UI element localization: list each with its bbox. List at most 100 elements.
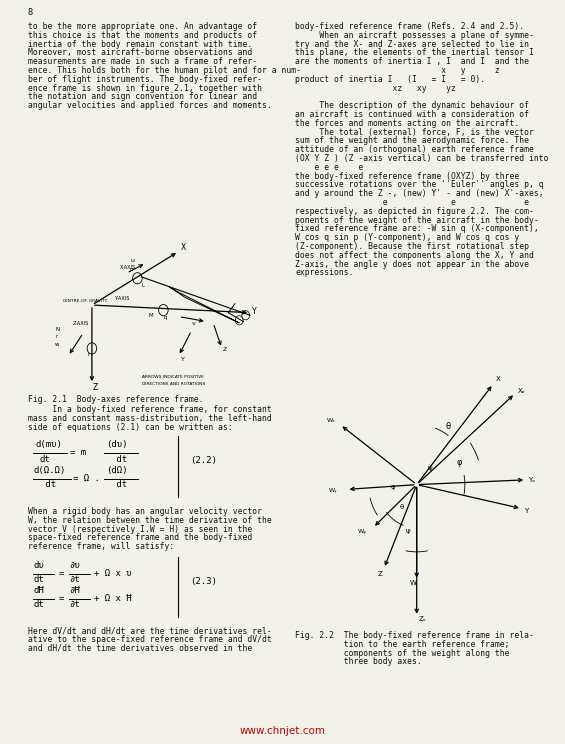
Text: does not affect the components along the X, Y and: does not affect the components along the… [295,251,534,260]
Text: In a body-fixed reference frame, for constant: In a body-fixed reference frame, for con… [28,405,272,414]
Text: d(Ω.Ω): d(Ω.Ω) [33,466,66,475]
Text: (dΩ): (dΩ) [107,466,128,475]
Text: side of equations (2.1) can be written as:: side of equations (2.1) can be written a… [28,423,233,432]
Text: Z: Z [223,347,227,352]
Text: xz   xy    yz: xz xy yz [295,83,456,92]
Text: try and the X- and Z-axes are selected to lie in: try and the X- and Z-axes are selected t… [295,39,529,48]
Text: + Ω x Ħ: + Ω x Ħ [94,594,132,603]
Text: the body-fixed reference frame (OXYZ) by three: the body-fixed reference frame (OXYZ) by… [295,172,519,181]
Text: ψ: ψ [406,527,410,533]
Text: X: X [181,243,186,252]
Text: w: w [55,341,59,347]
Text: Y: Y [181,357,185,362]
Text: components of the weight along the: components of the weight along the [295,649,510,658]
Text: dt: dt [40,480,56,489]
Text: W cos q sin p (Y-component), and W cos q cos y: W cos q sin p (Y-component), and W cos q… [295,233,519,243]
Text: ARROWS INDICATE POSITIVE: ARROWS INDICATE POSITIVE [142,375,203,379]
Text: Wᵧ: Wᵧ [329,488,338,493]
Text: dt: dt [111,455,127,464]
Text: angular velocities and applied forces and moments.: angular velocities and applied forces an… [28,101,272,110]
Text: q: q [163,315,167,320]
Text: are the moments of inertia I , I  and I  and the: are the moments of inertia I , I and I a… [295,57,529,66]
Text: d(mυ): d(mυ) [36,440,62,449]
Text: mass and constant mass-distribution, the left-hand: mass and constant mass-distribution, the… [28,414,272,423]
Text: When a rigid body has an angular velocity vector: When a rigid body has an angular velocit… [28,507,262,516]
Text: e e e    e: e e e e [295,163,363,172]
Text: The description of the dynamic behaviour of: The description of the dynamic behaviour… [295,101,529,110]
Text: and y around the Z -, (new) Y' - and (new) X'-axes,: and y around the Z -, (new) Y' - and (ne… [295,189,544,198]
Text: this choice is that the moments and products of: this choice is that the moments and prod… [28,31,257,39]
Text: (2.2): (2.2) [190,456,217,465]
Text: Zₑ: Zₑ [419,617,427,623]
Text: inertia of the body remain constant with time.: inertia of the body remain constant with… [28,39,252,48]
Text: When an aircraft possesses a plane of symme-: When an aircraft possesses a plane of sy… [295,31,534,39]
Text: (dυ): (dυ) [107,440,128,449]
Text: and dH/dt the time derivatives observed in the: and dH/dt the time derivatives observed … [28,644,252,652]
Text: attitude of an (orthogonal) earth reference frame: attitude of an (orthogonal) earth refere… [295,145,534,154]
Text: Xₑ: Xₑ [518,388,525,394]
Text: = m: = m [70,448,86,457]
Text: an aircraft is continued with a consideration of: an aircraft is continued with a consider… [295,110,529,119]
Text: this plane, the elements of the inertial tensor I: this plane, the elements of the inertial… [295,48,534,57]
Text: X-AXIS: X-AXIS [120,266,136,270]
Text: ∂t: ∂t [69,575,80,584]
Text: ψ: ψ [428,465,432,471]
Text: ponents of the weight of the aircraft in the body-: ponents of the weight of the aircraft in… [295,216,539,225]
Text: φ: φ [390,484,395,490]
Text: successive rotations over the ''Euler'' angles p, q: successive rotations over the ''Euler'' … [295,180,544,190]
Text: respectively, as depicted in figure 2.2. The com-: respectively, as depicted in figure 2.2.… [295,207,534,216]
Text: W: W [410,580,417,586]
Text: the notation and sign convention for linear and: the notation and sign convention for lin… [28,92,257,101]
Text: =: = [59,594,64,603]
Text: ∂υ: ∂υ [69,561,80,570]
Text: N: N [55,327,59,332]
Text: (OX Y Z ) (Z -axis vertical) can be transferred into: (OX Y Z ) (Z -axis vertical) can be tran… [295,154,549,163]
Text: body-fixed reference frame (Refs. 2.4 and 2.5).: body-fixed reference frame (Refs. 2.4 an… [295,22,524,31]
Text: =: = [59,568,64,577]
Text: reference frame, will satisfy:: reference frame, will satisfy: [28,542,174,551]
Text: Yₑ: Yₑ [528,477,536,483]
Text: W, the relation between the time derivative of the: W, the relation between the time derivat… [28,516,272,525]
Text: + Ω x υ: + Ω x υ [94,568,132,577]
Text: to be the more appropriate one. An advantage of: to be the more appropriate one. An advan… [28,22,257,31]
Text: Here dV/dt and dH/dt are the time derivatives rel-: Here dV/dt and dH/dt are the time deriva… [28,626,272,635]
Text: ence frame is shown in figure 2.1, together with: ence frame is shown in figure 2.1, toget… [28,83,262,92]
Text: u: u [131,257,135,263]
Text: Y: Y [252,307,257,316]
Text: v: v [192,321,195,327]
Text: ative to the space-fixed reference frame and dV/dt: ative to the space-fixed reference frame… [28,635,272,644]
Text: Z: Z [93,383,98,393]
Text: dt: dt [111,480,127,489]
Text: product of inertia I   (I   = I   = 0).: product of inertia I (I = I = 0). [295,75,485,84]
Text: ber of flight instruments. The body-fixed refer-: ber of flight instruments. The body-fixe… [28,75,262,84]
Text: Fig. 2.1  Body-axes reference frame.: Fig. 2.1 Body-axes reference frame. [28,395,203,404]
Text: Y: Y [524,508,528,514]
Text: measurements are made in such a frame of refer-: measurements are made in such a frame of… [28,57,257,66]
Text: sum of the weight and the aerodynamic force. The: sum of the weight and the aerodynamic fo… [295,136,529,145]
Text: dυ: dυ [33,561,44,570]
Text: dt: dt [33,575,44,584]
Text: = Ω .: = Ω . [73,474,100,483]
Text: (Z-component). Because the first rotational step: (Z-component). Because the first rotatio… [295,242,529,251]
Text: DIRECTIONS AND ROTATIONS: DIRECTIONS AND ROTATIONS [142,382,205,385]
Text: Z-axis, the angle y does not appear in the above: Z-axis, the angle y does not appear in t… [295,260,529,269]
Text: e             e              e: e e e [295,198,529,207]
Text: Wₓ: Wₓ [327,418,336,423]
Text: r: r [55,334,57,339]
Text: ∂Ħ: ∂Ħ [69,586,80,595]
Text: vector V (respectively I.W = H) as seen in the: vector V (respectively I.W = H) as seen … [28,525,252,533]
Text: r: r [88,352,90,357]
Text: M: M [148,312,153,318]
Text: 8: 8 [28,8,33,17]
Text: The total (external) force, F, is the vector: The total (external) force, F, is the ve… [295,128,534,137]
Text: L: L [142,283,145,288]
Text: p: p [130,266,133,272]
Text: www.chnjet.com: www.chnjet.com [240,726,326,736]
Text: dĦ: dĦ [33,586,44,595]
Text: CENTRE-OF-GRAVITY: CENTRE-OF-GRAVITY [63,299,108,303]
Text: ence. This holds both for the human pilot and for a num-: ence. This holds both for the human pilo… [28,66,301,75]
Text: Z-AXIS: Z-AXIS [72,321,89,327]
Text: Y-AXIS: Y-AXIS [114,296,129,301]
Text: x   y      z: x y z [295,66,500,75]
Text: θ: θ [445,423,450,432]
